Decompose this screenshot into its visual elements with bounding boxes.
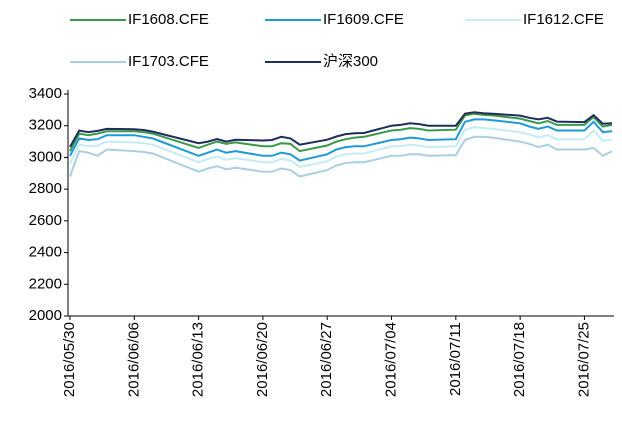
y-tick-label: 3400: [29, 85, 62, 102]
y-tick-label: 2800: [29, 180, 62, 197]
series-line: [69, 126, 613, 168]
series-line: [69, 118, 613, 162]
x-tick-label: 2016/06/27: [318, 322, 335, 397]
x-tick-label: 2016/07/04: [382, 322, 399, 397]
y-tick-label: 2000: [29, 307, 62, 324]
legend-label: IF1703.CFE: [128, 53, 209, 70]
x-tick-label: 2016/07/11: [447, 322, 464, 396]
legend-label: 沪深300: [323, 53, 378, 70]
x-tick-label: 2016/07/18: [511, 322, 528, 397]
x-tick-label: 2016/06/13: [190, 322, 207, 397]
x-tick-label: 2016/06/06: [125, 322, 142, 397]
y-tick-label: 2600: [29, 212, 62, 229]
series-line: [69, 135, 613, 178]
x-tick-label: 2016/07/25: [575, 322, 592, 397]
y-tick-label: 3200: [29, 117, 62, 134]
x-tick-label: 2016/05/30: [61, 322, 78, 397]
y-tick-label: 3000: [29, 148, 62, 165]
series-line: [69, 111, 613, 148]
series-line: [69, 112, 613, 153]
y-tick-label: 2200: [29, 275, 62, 292]
legend-label: IF1612.CFE: [523, 11, 604, 28]
x-tick-label: 2016/06/20: [254, 322, 271, 397]
legend-label: IF1608.CFE: [128, 11, 209, 28]
legend-label: IF1609.CFE: [323, 11, 404, 28]
y-tick-label: 2400: [29, 244, 62, 261]
